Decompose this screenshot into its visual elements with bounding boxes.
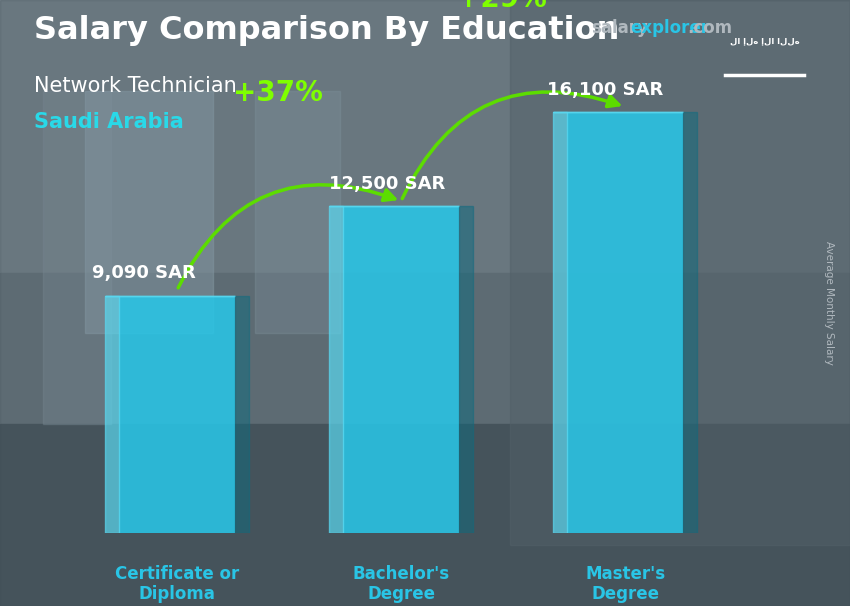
Bar	[42, 91, 110, 424]
Text: salary: salary	[591, 19, 648, 38]
Text: Bachelor's
Degree: Bachelor's Degree	[353, 565, 450, 604]
Polygon shape	[235, 296, 249, 533]
Bar	[510, 0, 850, 545]
Polygon shape	[105, 296, 119, 533]
Text: 16,100 SAR: 16,100 SAR	[547, 81, 663, 99]
Bar	[255, 91, 340, 333]
Bar	[0, 273, 850, 424]
Polygon shape	[329, 207, 343, 533]
Text: +29%: +29%	[457, 0, 547, 13]
Text: +37%: +37%	[233, 79, 323, 107]
Text: 9,090 SAR: 9,090 SAR	[92, 264, 196, 282]
Text: Saudi Arabia: Saudi Arabia	[34, 112, 184, 132]
Text: Certificate or
Diploma: Certificate or Diploma	[115, 565, 239, 604]
Text: Master's
Degree: Master's Degree	[585, 565, 666, 604]
Text: Average Monthly Salary: Average Monthly Salary	[824, 241, 834, 365]
Bar	[0, 0, 850, 273]
Bar	[85, 91, 212, 333]
Polygon shape	[683, 112, 697, 533]
Polygon shape	[459, 207, 473, 533]
Text: 12,500 SAR: 12,500 SAR	[329, 175, 445, 193]
Bar	[0, 424, 850, 606]
Text: explorer: explorer	[630, 19, 709, 38]
Text: Network Technician: Network Technician	[34, 76, 237, 96]
Text: لا إله إلا الله: لا إله إلا الله	[730, 36, 799, 45]
Polygon shape	[553, 112, 567, 533]
Bar	[119, 296, 235, 533]
Text: .com: .com	[687, 19, 732, 38]
Text: Salary Comparison By Education: Salary Comparison By Education	[34, 15, 620, 46]
Bar	[343, 207, 459, 533]
Bar	[567, 112, 683, 533]
